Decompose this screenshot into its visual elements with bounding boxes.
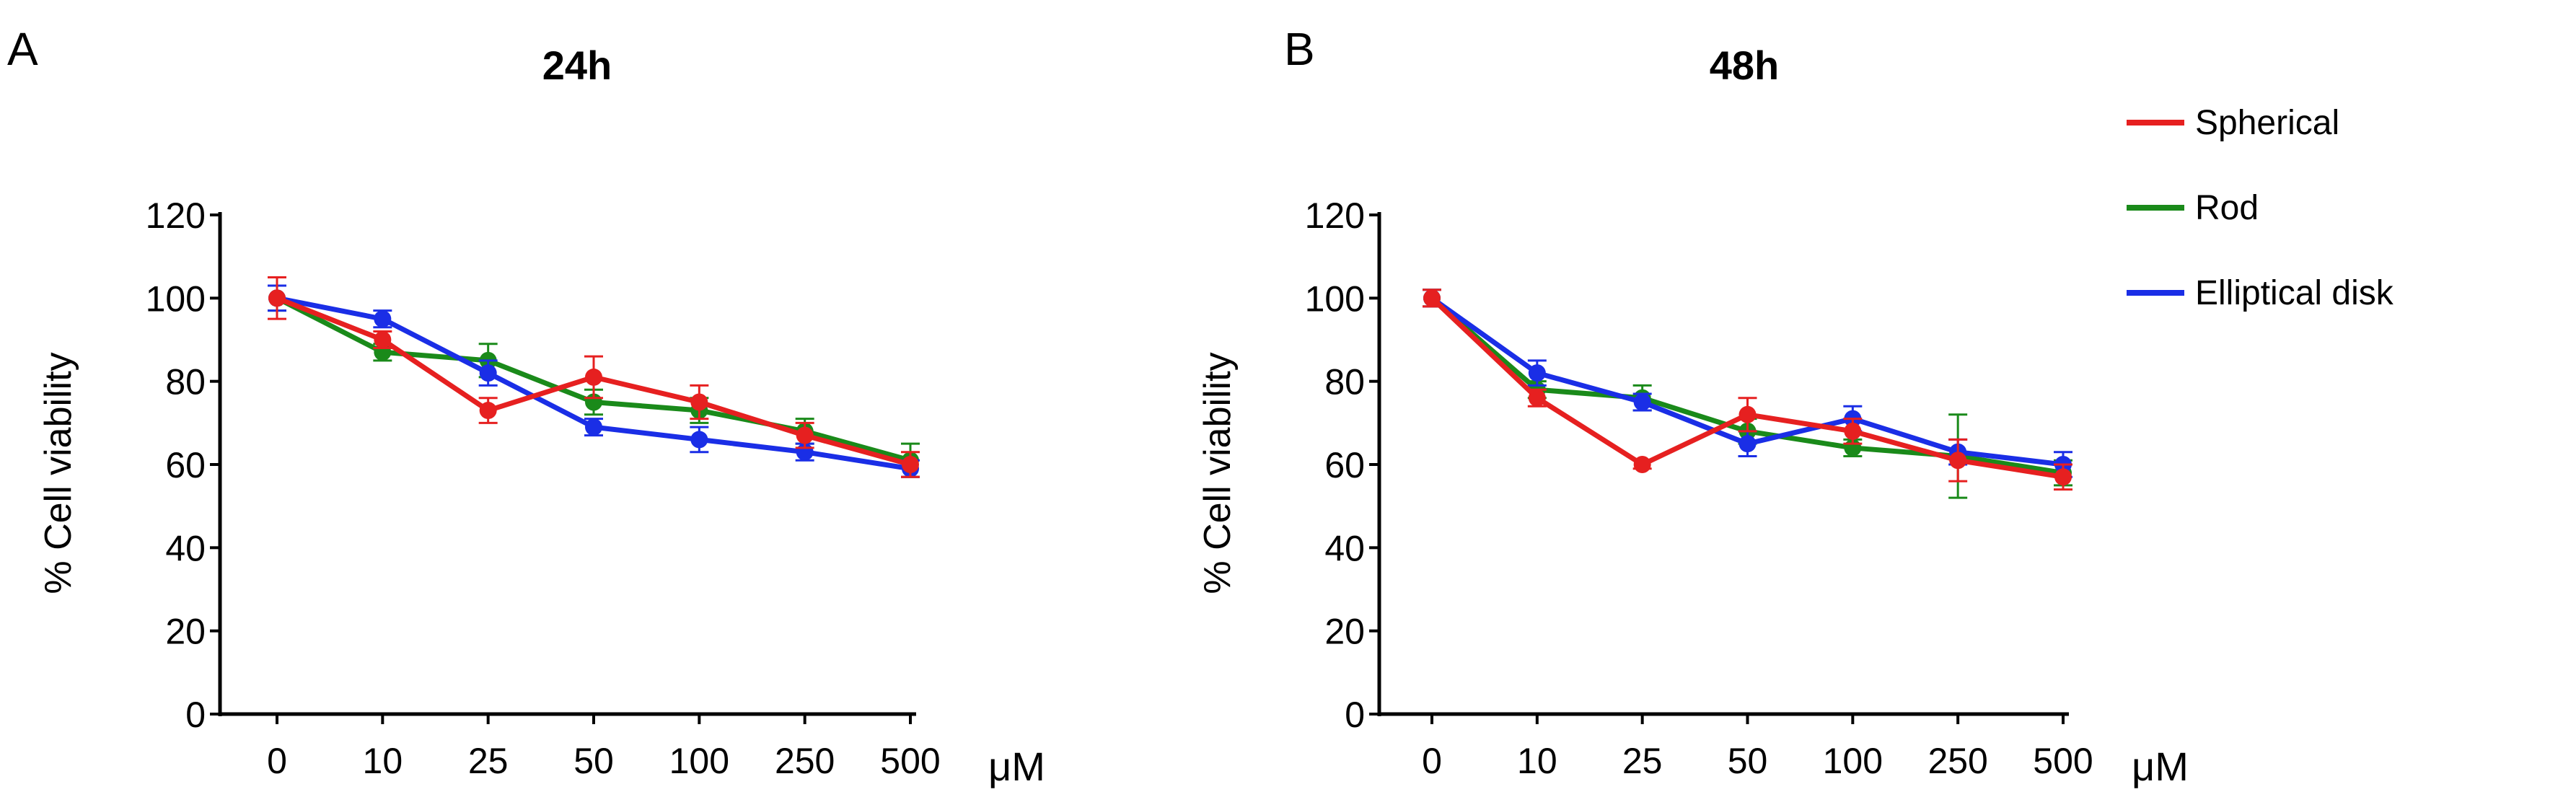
y-tick-label: 100 — [146, 278, 206, 319]
legend-label-elliptical-disk: Elliptical disk — [2195, 274, 2394, 312]
y-tick-label: 120 — [146, 195, 206, 236]
data-point-spherical — [1423, 289, 1441, 307]
y-tick-label: 20 — [1324, 612, 1365, 652]
data-point-spherical — [1949, 452, 1967, 470]
x-tick-label: 250 — [1927, 741, 1987, 781]
legend-label-spherical: Spherical — [2195, 104, 2339, 142]
data-point-spherical — [1844, 422, 1862, 440]
x-tick-label: 250 — [775, 741, 835, 781]
x-tick-label: 100 — [1823, 741, 1883, 781]
plot-area-a: 0 20 40 60 80 100 120 0 10 25 50 100 250 500 — [146, 195, 941, 781]
data-point-elliptical-disk — [1528, 364, 1546, 382]
x-tick-label: 50 — [573, 741, 614, 781]
legend-label-rod: Rod — [2195, 189, 2259, 227]
data-point-spherical — [796, 426, 814, 444]
y-tick-label: 80 — [165, 362, 206, 402]
data-point-spherical — [268, 289, 286, 307]
x-tick-label: 10 — [363, 741, 403, 781]
y-tick-label: 40 — [165, 528, 206, 568]
y-tick-label: 60 — [165, 445, 206, 485]
x-tick-label: 25 — [468, 741, 509, 781]
data-point-spherical — [690, 393, 708, 411]
x-tick-label: 100 — [669, 741, 729, 781]
y-tick-label: 60 — [1324, 445, 1365, 485]
data-point-elliptical-disk — [1738, 435, 1757, 453]
panel-label-b: B — [1284, 23, 1315, 75]
x-tick-label: 0 — [267, 741, 287, 781]
x-tick-label: 50 — [1728, 741, 1768, 781]
data-point-spherical — [902, 456, 919, 473]
data-point-elliptical-disk — [585, 418, 602, 436]
data-point-spherical — [2054, 468, 2072, 486]
y-tick-label: 80 — [1324, 362, 1365, 402]
data-point-spherical — [1633, 456, 1651, 473]
x-tick-label: 25 — [1622, 741, 1663, 781]
data-point-elliptical-disk — [374, 310, 392, 328]
chart-title-a: 24h — [542, 43, 612, 88]
y-axis-label-a: % Cell viability — [38, 352, 79, 594]
data-point-elliptical-disk — [1633, 393, 1651, 411]
data-point-spherical — [1738, 405, 1757, 423]
y-tick-label: 0 — [1345, 695, 1365, 735]
data-point-elliptical-disk — [690, 431, 708, 449]
y-tick-label: 0 — [185, 695, 206, 735]
plot-area-b: 0 20 40 60 80 100 120 0 10 25 50 100 250 500 — [1305, 195, 2093, 781]
y-tick-label: 100 — [1305, 278, 1365, 319]
x-unit-b: μM — [2132, 744, 2189, 789]
x-tick-label: 10 — [1517, 741, 1557, 781]
chart-title-b: 48h — [1710, 43, 1780, 88]
y-axis-label-b: % Cell viability — [1197, 352, 1239, 594]
x-unit-a: μM — [988, 744, 1045, 789]
y-tick-label: 40 — [1324, 528, 1365, 568]
legend: Spherical Rod Elliptical disk — [2127, 104, 2394, 312]
data-point-spherical — [374, 331, 392, 348]
x-tick-label: 0 — [1422, 741, 1442, 781]
x-tick-label: 500 — [2033, 741, 2093, 781]
data-point-spherical — [585, 368, 602, 386]
y-tick-label: 120 — [1305, 195, 1365, 236]
panel-label-a: A — [7, 23, 38, 75]
data-point-spherical — [1528, 389, 1546, 407]
y-tick-label: 20 — [165, 612, 206, 652]
x-tick-label: 500 — [880, 741, 940, 781]
data-point-spherical — [479, 402, 497, 420]
data-point-elliptical-disk — [479, 364, 497, 382]
